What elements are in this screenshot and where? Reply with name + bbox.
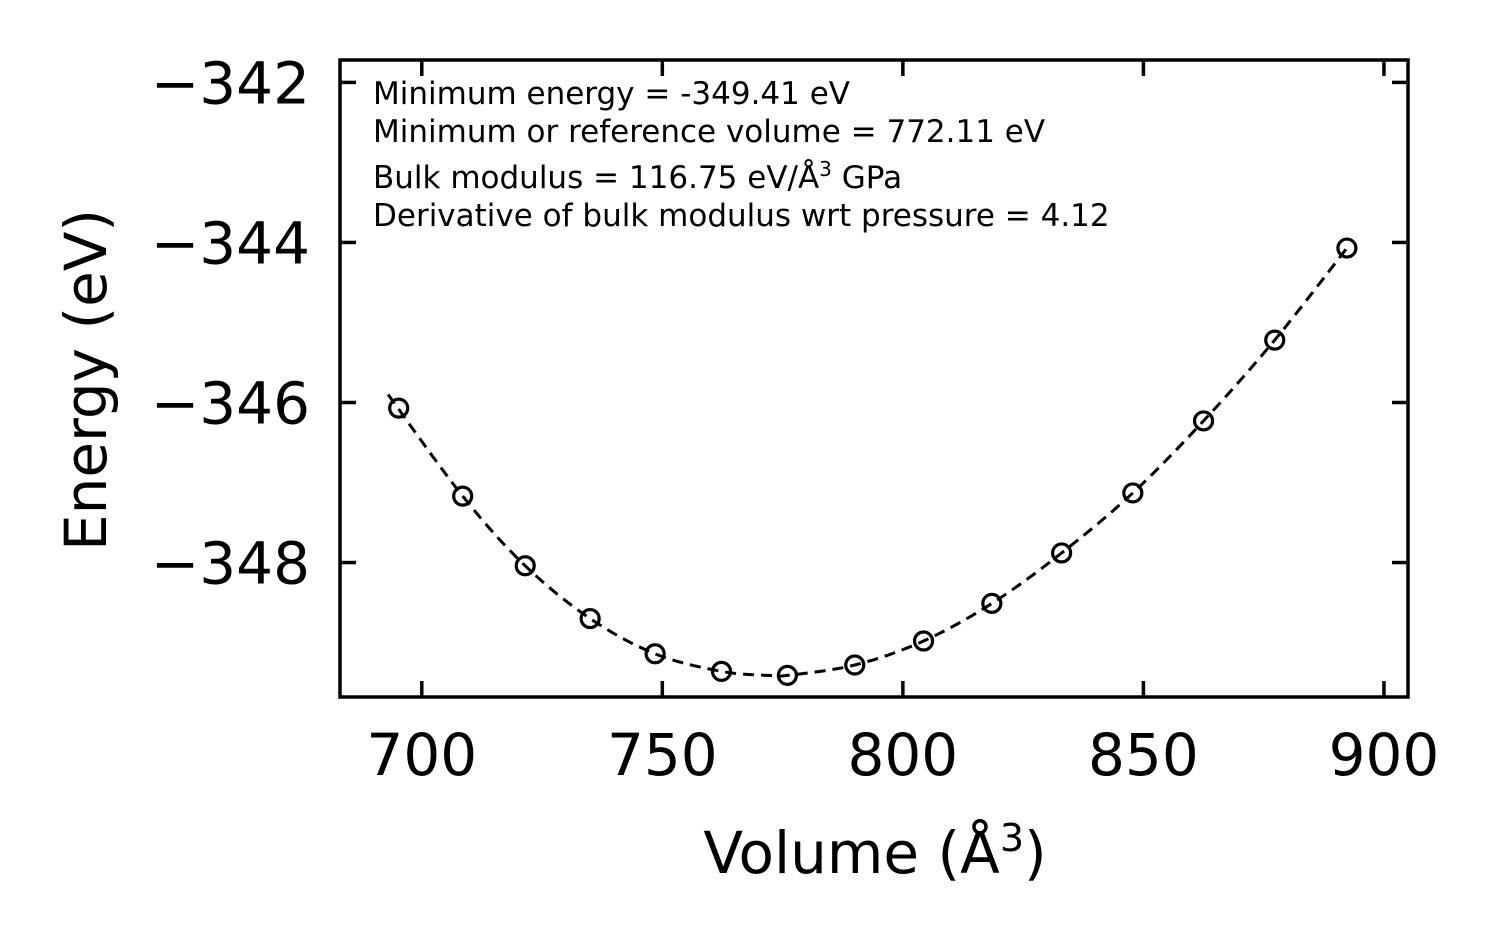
points-layer xyxy=(388,237,1358,686)
data-point xyxy=(844,654,866,676)
fit-layer xyxy=(386,247,1349,678)
fit-curve xyxy=(386,247,1349,678)
data-point xyxy=(776,664,799,686)
x-axis-title-sup: 3 xyxy=(1000,816,1024,860)
x-axis-title-close: ) xyxy=(1024,819,1047,887)
y-tick-label: −342 xyxy=(151,49,310,117)
y-tick-label: −348 xyxy=(151,530,310,598)
data-point xyxy=(1264,329,1286,351)
x-tick-label: 700 xyxy=(366,721,477,789)
annotation-bulk-modulus: Bulk modulus = 116.75 eV/Å3 GPa xyxy=(373,157,902,196)
x-tick-label: 750 xyxy=(607,721,718,789)
data-point xyxy=(644,643,666,665)
data-point xyxy=(1051,542,1073,564)
data-point xyxy=(710,660,733,682)
data-point xyxy=(452,485,474,507)
annotation-bulk-modulus-main: Bulk modulus = 116.75 eV/Å xyxy=(373,160,819,196)
data-point xyxy=(981,592,1003,614)
annotation-bulk-modulus-unit: GPa xyxy=(832,160,902,196)
annotation-bulk-modulus-sup: 3 xyxy=(819,157,832,181)
data-point xyxy=(579,607,601,630)
y-tick-label: −344 xyxy=(151,209,310,277)
x-tick-label: 900 xyxy=(1329,721,1440,789)
data-point xyxy=(912,630,935,652)
x-tick-label: 850 xyxy=(1088,721,1199,789)
ticks-layer: 700 750 800 850 900 −342 −344 −346 −348 xyxy=(151,49,1440,789)
annotations: Minimum energy = -349.41 eV Minimum or r… xyxy=(373,76,1110,234)
x-axis-title-main: Volume (Å xyxy=(703,818,1000,887)
data-point xyxy=(1192,410,1215,432)
plot-frame xyxy=(338,58,1410,699)
data-point xyxy=(388,397,410,419)
data-point xyxy=(1122,482,1144,504)
x-axis-title: Volume (Å3) xyxy=(703,816,1046,887)
data-point xyxy=(514,555,536,577)
annotation-bulk-derivative: Derivative of bulk modulus wrt pressure … xyxy=(373,198,1110,234)
annotation-min-volume: Minimum or reference volume = 772.11 eV xyxy=(373,114,1045,150)
y-tick-label: −346 xyxy=(151,370,310,438)
annotation-min-energy: Minimum energy = -349.41 eV xyxy=(373,76,850,112)
y-axis-title: Energy (eV) xyxy=(52,209,120,551)
data-point xyxy=(1336,237,1358,259)
x-tick-label: 800 xyxy=(848,721,959,789)
